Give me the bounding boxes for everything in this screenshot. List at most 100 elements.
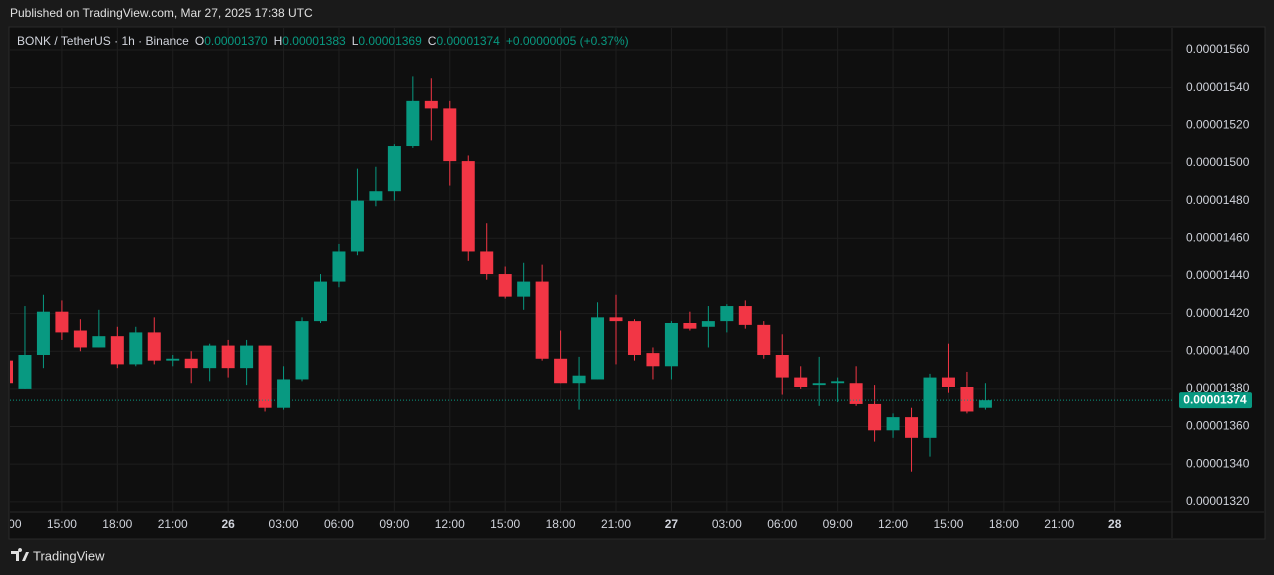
change: +0.00000005 (+0.37%) (506, 34, 629, 48)
x-tick-label: 15:00 (490, 517, 520, 531)
y-tick-label: 0.00001540 (1186, 80, 1250, 94)
candle-body (517, 281, 531, 297)
candle-body (36, 311, 50, 355)
y-tick-label: 0.00001440 (1186, 268, 1250, 282)
candle-body (849, 383, 863, 404)
x-tick-label: 15:00 (933, 517, 963, 531)
candle-body (535, 281, 549, 359)
chart-frame (8, 26, 1266, 540)
candle-body (221, 345, 235, 369)
y-tick-label: 0.00001400 (1186, 343, 1250, 357)
candle-body (905, 417, 919, 438)
x-tick-label: 18:00 (546, 517, 576, 531)
candle-body (646, 353, 660, 367)
time-axis: 12:00 15:00 18:00 21:00 26 03:00 06:00 09:00 12:… (0, 517, 1122, 531)
candle-body (55, 311, 69, 333)
candle-body (664, 322, 678, 367)
x-tick-label: 28 (1108, 517, 1122, 531)
candle-body (591, 317, 605, 380)
candle-body (92, 336, 106, 348)
ohlc-key: L (352, 34, 359, 48)
x-tick-label: 18:00 (989, 517, 1019, 531)
symbol: BONK / TetherUS · 1h · Binance (17, 34, 189, 48)
published-note: Published on TradingView.com, Mar 27, 20… (10, 6, 313, 20)
candle-body (498, 274, 512, 297)
candle-body (886, 417, 900, 431)
candle-body (627, 321, 641, 355)
x-tick-label: 03:00 (269, 517, 299, 531)
y-tick-label: 0.00001460 (1186, 230, 1250, 244)
logo-icon (11, 548, 29, 561)
candle-body (609, 317, 623, 322)
candle-body (18, 354, 32, 389)
candle-body (313, 281, 327, 322)
candle-body (387, 146, 401, 192)
candle-body (978, 400, 992, 408)
candle-body (738, 306, 752, 325)
x-tick-label: 09:00 (823, 517, 853, 531)
grid (10, 28, 1172, 512)
x-tick-label: 12:00 (0, 517, 22, 531)
y-tick-label: 0.00001520 (1186, 117, 1250, 131)
candle-body (831, 381, 845, 384)
candle-body (941, 377, 955, 387)
x-tick-label: 21:00 (601, 517, 631, 531)
candle-body (572, 375, 586, 384)
candle-body (350, 200, 364, 252)
candles (10, 76, 1172, 472)
x-tick-label: 12:00 (878, 517, 908, 531)
ohlc-key: C (428, 34, 437, 48)
y-tick-label: 0.00001500 (1186, 155, 1250, 169)
candle-body (110, 336, 124, 365)
candle-body (129, 332, 143, 365)
candle-body (554, 358, 568, 384)
brand-logo: TradingView (11, 548, 105, 563)
x-tick-label: 27 (665, 517, 679, 531)
x-tick-label: 06:00 (767, 517, 797, 531)
candle-body (166, 358, 180, 361)
legend-header: BONK / TetherUS · 1h · Binance O0.0000137… (17, 34, 629, 48)
y-tick-label: 0.00001420 (1186, 306, 1250, 320)
x-tick-label: 15:00 (47, 517, 77, 531)
candle-body (73, 330, 87, 348)
brand-name: TradingView (33, 548, 105, 563)
ohlc-value: 0.00001370 (204, 34, 268, 48)
candle-body (147, 332, 161, 361)
ohlc-value: 0.00001374 (436, 34, 500, 48)
x-tick-label: 12:00 (435, 517, 465, 531)
x-tick-label: 21:00 (158, 517, 188, 531)
candle-body (424, 100, 438, 109)
candle-body (868, 403, 882, 431)
candle-body (923, 377, 937, 438)
candle-body (184, 358, 198, 369)
y-tick-label: 0.00001480 (1186, 193, 1250, 207)
candle-body (775, 354, 789, 378)
candle-body (794, 377, 808, 387)
x-tick-label: 26 (221, 517, 235, 531)
candle-body (10, 360, 13, 384)
candle-body (443, 108, 457, 162)
x-tick-label: 06:00 (324, 517, 354, 531)
candle-body (295, 321, 309, 380)
ohlc-key: O (195, 34, 204, 48)
last-price-label: 0.00001374 (1183, 392, 1247, 406)
ohlc-value: 0.00001383 (282, 34, 346, 48)
x-tick-label: 18:00 (102, 517, 132, 531)
candle-body (277, 379, 291, 408)
candle-body (480, 251, 494, 275)
y-tick-label: 0.00001340 (1186, 456, 1250, 470)
x-tick-label: 21:00 (1044, 517, 1074, 531)
candle-body (203, 345, 217, 369)
candle-body (369, 191, 383, 201)
candle-body (701, 321, 715, 327)
candle-body (461, 161, 475, 252)
x-tick-label: 03:00 (712, 517, 742, 531)
y-tick-label: 0.00001360 (1186, 419, 1250, 433)
candle-body (812, 383, 826, 386)
candle-body (720, 306, 734, 322)
last-price-badge (1179, 392, 1252, 409)
price-axis: 0.00001320 0.00001340 0.00001360 0.00001380… (1179, 42, 1252, 508)
ohlc-value: 0.00001369 (358, 34, 422, 48)
candle-body (757, 324, 771, 355)
